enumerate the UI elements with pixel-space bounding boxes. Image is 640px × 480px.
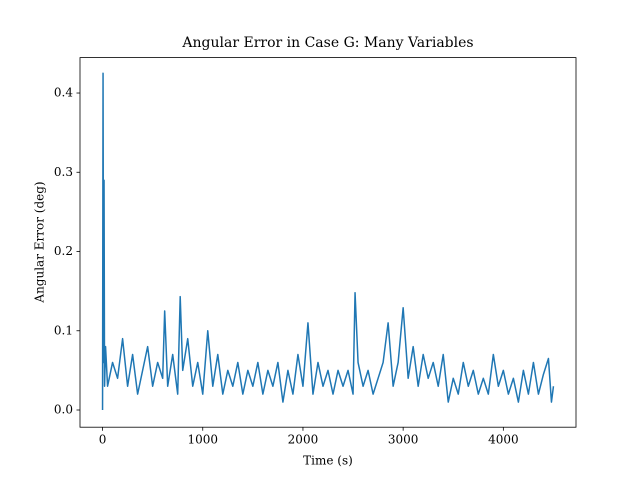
- y-tick-label: 0.0: [54, 403, 73, 417]
- y-tick-label: 0.2: [54, 244, 73, 258]
- y-axis-label: Angular Error (deg): [33, 181, 47, 303]
- data-line: [101, 72, 555, 411]
- y-tick-label: 0.3: [54, 165, 73, 179]
- x-tick-label: 4000: [488, 433, 519, 447]
- plot-frame: [79, 57, 577, 428]
- x-tick-label: 3000: [388, 433, 419, 447]
- x-tick-label: 0: [99, 433, 107, 447]
- x-axis-label: Time (s): [303, 454, 353, 468]
- chart-title: Angular Error in Case G: Many Variables: [181, 35, 473, 51]
- x-tick-label: 2000: [288, 433, 319, 447]
- y-tick-label: 0.4: [54, 86, 73, 100]
- x-tick-label: 1000: [187, 433, 218, 447]
- y-tick-label: 0.1: [54, 323, 73, 337]
